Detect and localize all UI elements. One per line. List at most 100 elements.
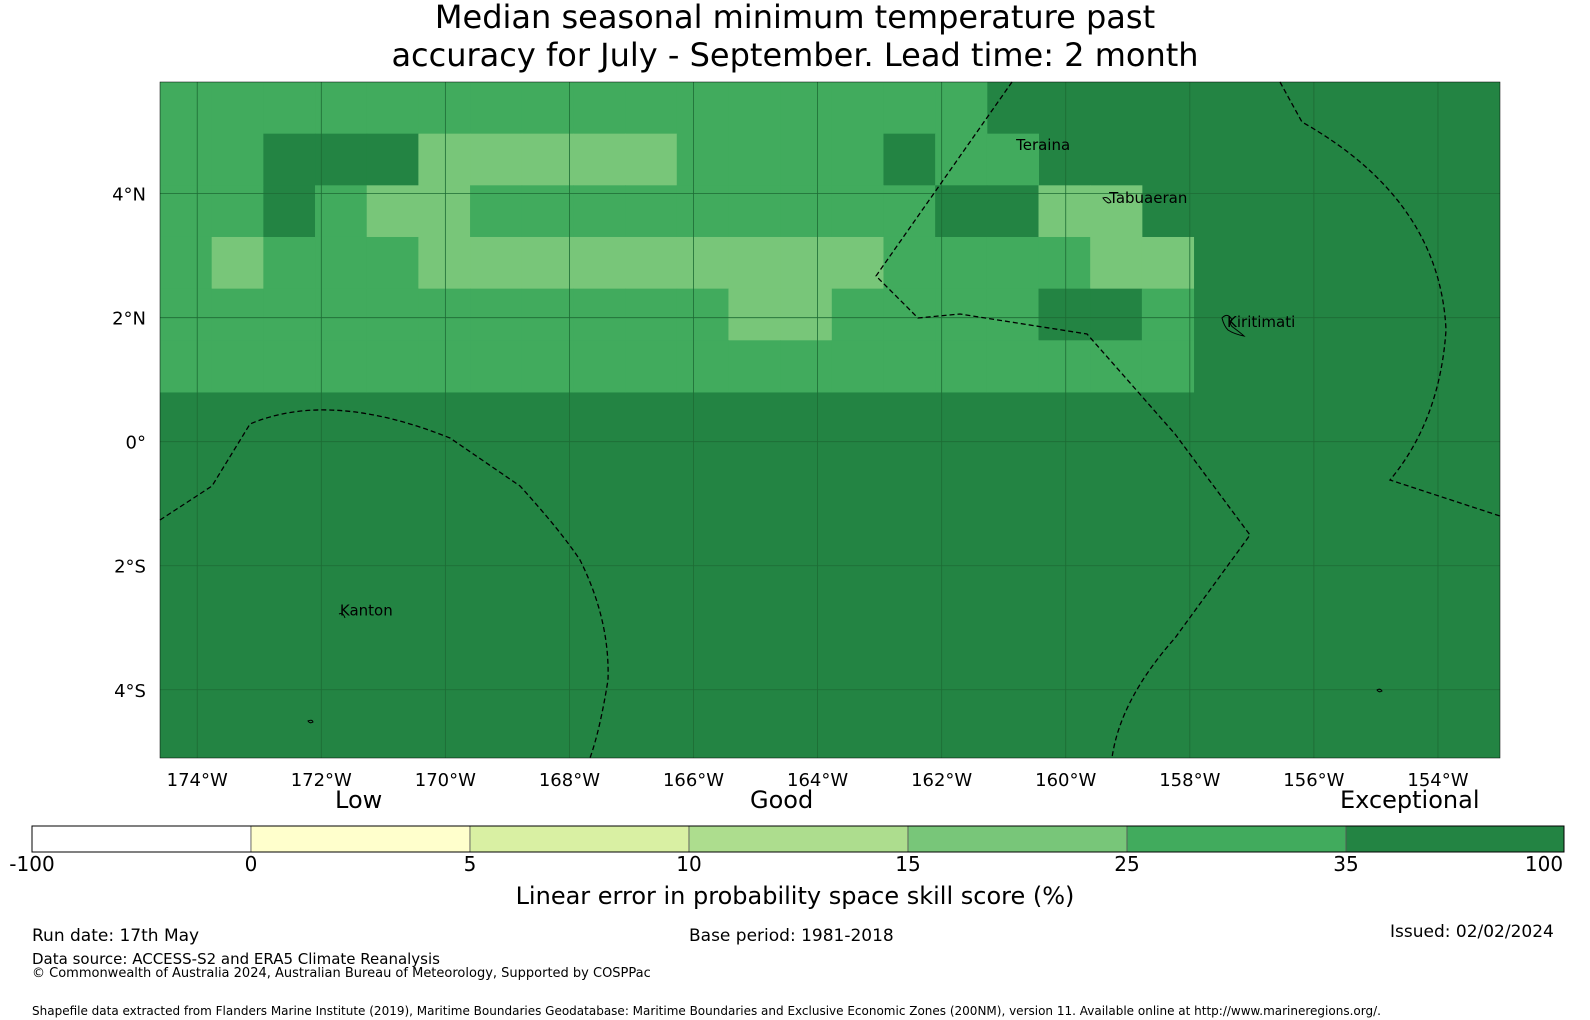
colorbar-frame xyxy=(31,825,1565,853)
longitude-tick-label: 166°W xyxy=(663,770,724,791)
skill-cell xyxy=(935,185,988,238)
latitude-labels: 4°N 2°N 0° 2°S 4°S xyxy=(112,185,146,702)
skill-cell xyxy=(1038,236,1091,290)
skill-cell xyxy=(211,185,264,238)
colorbar-segment xyxy=(1126,825,1347,853)
shapefile-credit: Shapefile data extracted from Flanders M… xyxy=(32,1004,1381,1018)
skill-cell xyxy=(728,236,781,290)
skill-cell xyxy=(418,340,471,393)
skill-cell xyxy=(883,185,936,238)
longitude-tick-label: 170°W xyxy=(415,770,476,791)
skill-cell xyxy=(366,236,419,290)
colorbar-segment xyxy=(250,825,471,853)
skill-cell xyxy=(160,236,213,290)
island-outline xyxy=(1376,688,1383,693)
skill-cell xyxy=(831,236,884,290)
latitude-tick-label: 4°N xyxy=(112,185,146,206)
colorbar xyxy=(31,825,1565,853)
skill-cell xyxy=(573,133,626,186)
latitude-tick-label: 4°S xyxy=(114,681,146,702)
skill-cell xyxy=(315,236,368,290)
latitude-tick-label: 2°S xyxy=(114,557,146,578)
skill-cell xyxy=(211,82,264,135)
graticule xyxy=(160,82,1500,758)
skill-cell xyxy=(831,340,884,393)
base-period: Base period: 1981-2018 xyxy=(689,926,894,946)
skill-cell xyxy=(521,340,574,393)
longitude-labels: 174°W 172°W 170°W 168°W 166°W 164°W 162°W 160°W… xyxy=(167,770,1469,791)
skill-cell xyxy=(986,288,1040,341)
skill-cell xyxy=(366,82,419,135)
longitude-tick-label: 172°W xyxy=(291,770,352,791)
skill-cell xyxy=(831,82,884,135)
skill-cell xyxy=(1141,288,1195,341)
skill-cell xyxy=(676,185,729,238)
issued-date: Issued: 02/02/2024 xyxy=(1390,922,1554,942)
skill-cell xyxy=(935,236,988,290)
place-labels: Teraina Tabuaeran Kiritimati Kanton xyxy=(340,136,1295,619)
skill-cell xyxy=(986,185,1040,238)
skill-cell xyxy=(211,236,264,290)
skill-cell xyxy=(418,185,471,238)
skill-cell xyxy=(263,133,316,186)
skill-cell xyxy=(211,340,264,393)
colorbar-segment xyxy=(469,825,690,853)
colorbar-label: Linear error in probability space skill … xyxy=(515,882,1075,910)
place-label: Kiritimati xyxy=(1227,313,1295,331)
longitude-tick-label: 160°W xyxy=(1035,770,1096,791)
skill-cell xyxy=(625,133,678,186)
map-title-line-1: Median seasonal minimum temperature past xyxy=(434,0,1156,36)
skill-cell xyxy=(366,185,419,238)
skill-cell xyxy=(470,340,523,393)
colorbar-tick: 0 xyxy=(244,852,258,876)
skill-cell xyxy=(521,82,574,135)
skill-cell xyxy=(780,185,833,238)
skill-cell xyxy=(728,340,781,393)
island-outline xyxy=(338,613,346,619)
skill-cell xyxy=(676,133,729,186)
skill-cell xyxy=(573,288,626,341)
skill-cell xyxy=(728,82,781,135)
skill-grid-cells xyxy=(160,82,1500,758)
skill-cell xyxy=(676,82,729,135)
skill-cell xyxy=(986,236,1040,290)
colorbar-word-exceptional: Exceptional xyxy=(1340,786,1480,814)
skill-cell xyxy=(625,288,678,341)
map-title-line-2: accuracy for July - September. Lead time… xyxy=(391,36,1199,74)
skill-cell xyxy=(160,185,213,238)
skill-cell xyxy=(625,82,678,135)
colorbar-word-good: Good xyxy=(750,786,814,814)
skill-cell xyxy=(625,340,678,393)
skill-cell xyxy=(470,82,523,135)
colorbar-segment xyxy=(1345,825,1565,853)
skill-cell xyxy=(263,82,316,135)
skill-cell xyxy=(1141,236,1195,290)
skill-cell xyxy=(315,288,368,341)
longitude-tick-label: 154°W xyxy=(1407,770,1468,791)
skill-cell xyxy=(625,185,678,238)
skill-cell xyxy=(211,288,264,341)
longitude-tick-label: 164°W xyxy=(787,770,848,791)
island-outline xyxy=(1102,197,1112,204)
place-label: Kanton xyxy=(340,601,393,619)
island-outlines xyxy=(307,197,1383,724)
longitude-tick-label: 168°W xyxy=(539,770,600,791)
skill-cell xyxy=(676,288,729,341)
skill-cell xyxy=(470,185,523,238)
eez-boundary-line xyxy=(1279,81,1501,517)
skill-cell xyxy=(315,185,368,238)
skill-cell xyxy=(986,340,1040,393)
skill-cell xyxy=(780,236,833,290)
skill-cell xyxy=(470,236,523,290)
skill-cell xyxy=(573,82,626,135)
skill-cell xyxy=(366,133,419,186)
skill-cell xyxy=(315,133,368,186)
colorbar-segment xyxy=(31,825,252,853)
skill-cell xyxy=(263,288,316,341)
skill-cell xyxy=(573,236,626,290)
skill-cell xyxy=(1090,340,1143,393)
skill-cell xyxy=(263,236,316,290)
place-label: Tabuaeran xyxy=(1108,189,1187,207)
colorbar-tick: 15 xyxy=(895,852,921,876)
